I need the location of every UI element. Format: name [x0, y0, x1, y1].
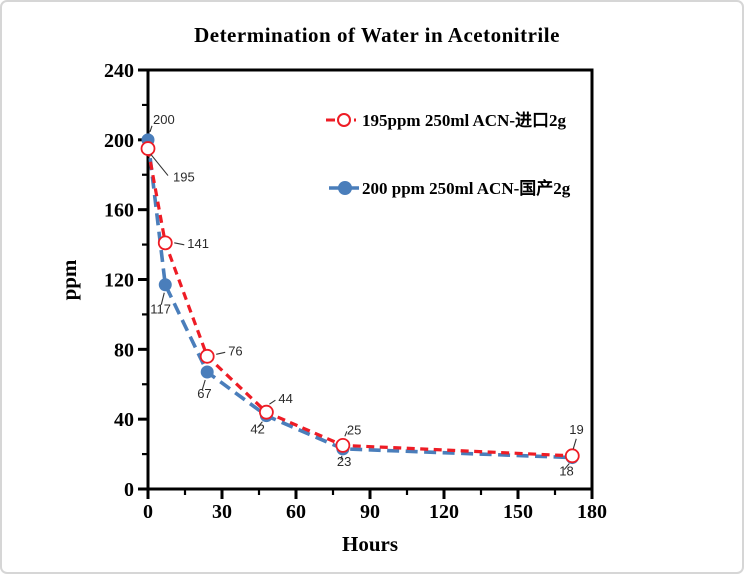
series-line-0 — [146, 148, 573, 458]
data-point-label: 195 — [173, 170, 195, 185]
data-label-leader — [150, 154, 169, 176]
data-point-label: 23 — [337, 454, 351, 469]
data-label-leader — [160, 292, 165, 305]
data-label-leader — [344, 431, 348, 437]
data-label-leader — [216, 351, 226, 355]
x-tick-label: 180 — [577, 501, 607, 523]
plot-frame — [146, 68, 594, 491]
x-axis-label: Hours — [342, 532, 398, 556]
legend-item-domestic: 200 ppm 250ml ACN-国产2g — [329, 178, 571, 198]
data-point-open-circle — [564, 448, 580, 464]
data-point-open-circle — [157, 235, 173, 251]
data-point-open-circle — [258, 404, 274, 420]
data-point-label: 141 — [187, 236, 209, 251]
data-point-label: 200 — [153, 112, 175, 127]
legend-item-imported: 195ppm 250ml ACN-进口2g — [326, 111, 567, 130]
y-tick-label: 0 — [124, 479, 134, 501]
y-tick-label: 80 — [114, 339, 134, 361]
data-label-leader — [256, 421, 263, 429]
chart-title: Determination of Water in Acetonitrile — [194, 23, 560, 47]
data-point-open-circle — [140, 141, 156, 156]
data-label-leader — [572, 438, 577, 449]
data-label-leader — [269, 399, 276, 405]
x-tick-label: 90 — [360, 501, 380, 523]
y-tick-label: 40 — [114, 409, 134, 431]
data-point-filled-circle — [200, 365, 214, 379]
y-axis-label: ppm — [57, 259, 81, 300]
data-point-label: 117 — [150, 302, 171, 317]
data-label-leader — [174, 242, 185, 246]
legend-label-domestic: 200 ppm 250ml ACN-国产2g — [362, 178, 571, 198]
y-tick-label: 120 — [104, 270, 134, 292]
x-tick-label: 150 — [503, 501, 533, 523]
data-label-leader — [563, 463, 570, 470]
y-tick-label: 240 — [104, 60, 134, 82]
x-tick-label: 60 — [286, 501, 306, 523]
data-point-open-circle — [335, 437, 351, 453]
series-line-1 — [146, 139, 573, 460]
data-point-label: 76 — [228, 343, 242, 358]
data-point-label: 25 — [347, 422, 361, 437]
legend: 195ppm 250ml ACN-进口2g 200 ppm 250ml ACN-… — [326, 111, 571, 198]
y-tick-label: 200 — [104, 130, 134, 152]
data-point-label: 67 — [197, 386, 211, 401]
data-label-leader — [149, 125, 153, 133]
data-point-label: 18 — [559, 464, 573, 479]
x-tick-label: 0 — [143, 501, 153, 523]
data-point-label: 42 — [250, 422, 264, 437]
data-point-filled-circle — [158, 278, 172, 292]
y-tick-label: 160 — [104, 200, 134, 222]
legend-open-circle-icon — [337, 113, 351, 127]
x-tick-label: 120 — [429, 501, 459, 523]
legend-label-imported: 195ppm 250ml ACN-进口2g — [362, 111, 567, 130]
data-point-label: 44 — [278, 391, 292, 406]
legend-filled-circle-icon — [338, 181, 352, 195]
data-label-leader — [340, 455, 343, 460]
data-label-leader — [201, 379, 206, 391]
data-point-open-circle — [199, 348, 215, 364]
data-point-label: 19 — [569, 422, 583, 437]
x-tick-label: 30 — [212, 501, 232, 523]
plot-area: 0 30 60 90 120 150 180 0 40 80 120 160 200 240 200 117 6… — [104, 60, 607, 523]
